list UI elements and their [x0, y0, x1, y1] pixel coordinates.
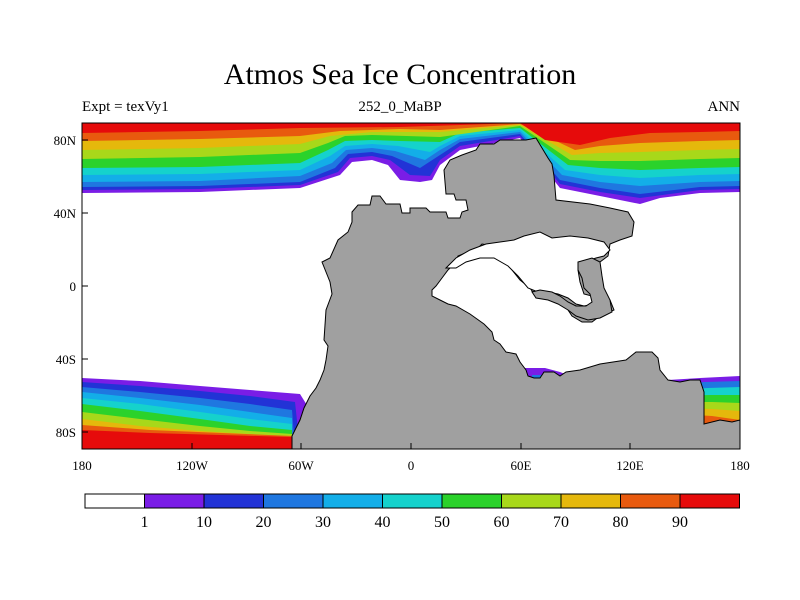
x-tick-label: 180 — [72, 458, 92, 473]
colorbar-label: 60 — [494, 514, 510, 531]
colorbar-box — [679, 493, 740, 509]
colorbar-box — [382, 493, 443, 509]
colorbar-box — [441, 493, 502, 509]
colorbar-label: 10 — [196, 514, 212, 531]
arctic-ice-bands — [82, 123, 740, 204]
map-title: Atmos Sea Ice Concentration — [223, 58, 577, 91]
x-tick-label: 60E — [511, 458, 532, 473]
pangaea-landmass — [291, 137, 740, 449]
colorbar-label: 70 — [553, 514, 569, 531]
x-tick-label: 60W — [288, 458, 314, 473]
colorbar-label: 1 — [141, 514, 149, 531]
colorbar-box — [501, 493, 562, 509]
map-field — [82, 123, 740, 449]
colorbar-box — [203, 493, 264, 509]
colorbar-label: 80 — [613, 514, 629, 531]
colorbar-label: 50 — [434, 514, 450, 531]
colorbar-label: 40 — [375, 514, 391, 531]
colorbar-label: 30 — [315, 514, 331, 531]
colorbar-box — [144, 493, 205, 509]
colorbar-label: 90 — [672, 514, 688, 531]
colorbar-label: 20 — [256, 514, 272, 531]
x-tick-label: 180 — [730, 458, 750, 473]
x-tick-label: 0 — [408, 458, 415, 473]
sh-band-10 — [82, 430, 292, 449]
colorbar-box — [322, 493, 383, 509]
y-tick-label: 40N — [54, 206, 77, 221]
nh-band-10 — [82, 123, 740, 145]
colorbar-box — [560, 493, 621, 509]
y-tick-label: 80N — [54, 133, 77, 148]
tethys-island — [531, 257, 613, 321]
colorbar-box — [84, 493, 145, 509]
y-tick-label: 0 — [70, 279, 77, 294]
tick-marks — [81, 139, 741, 449]
colorbar — [84, 493, 740, 509]
colorbar-box — [620, 493, 681, 509]
tethys-sea — [444, 231, 611, 307]
x-tick-label: 120W — [176, 458, 209, 473]
x-tick-label: 120E — [616, 458, 644, 473]
colorbar-box — [263, 493, 324, 509]
y-tick-label: 40S — [56, 352, 76, 367]
season-label: ANN — [707, 99, 741, 115]
period-label: 252_0_MaBP — [358, 99, 442, 115]
experiment-label: Expt = texVy1 — [82, 99, 169, 115]
y-tick-label: 80S — [56, 425, 76, 440]
